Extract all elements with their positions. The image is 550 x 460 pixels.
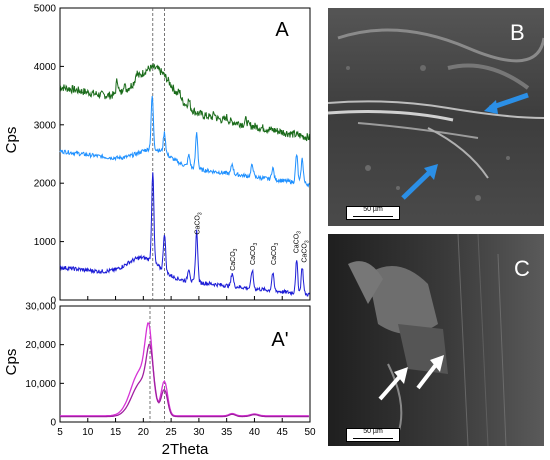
panel-a-y-axis-label: Cps bbox=[3, 127, 20, 154]
panel-a-y-ticks: 0 1000 2000 3000 4000 5000 bbox=[34, 4, 64, 307]
y-tick-label: 20,000 bbox=[25, 340, 56, 351]
panel-a-prime-y-axis-label: Cps bbox=[3, 349, 20, 376]
x-tick-label: 25 bbox=[166, 427, 178, 438]
y-tick-label: 3000 bbox=[34, 120, 57, 131]
photo-b-letter: B bbox=[510, 20, 525, 45]
scale-bar-c-text: 50 µm bbox=[363, 428, 383, 435]
y-tick-label: 10,000 bbox=[25, 379, 56, 390]
series-line-1 bbox=[60, 322, 309, 417]
y-tick-label: 0 bbox=[50, 418, 56, 429]
annotation-label: CaCO3 bbox=[301, 240, 310, 262]
annotation-label: CaCO3 bbox=[271, 243, 280, 265]
x-tick-label: 50 bbox=[304, 427, 316, 438]
y-tick-label: 0 bbox=[50, 296, 56, 307]
x-tick-label: 10 bbox=[82, 427, 94, 438]
panel-a-prime-y-ticks: 0 10,000 20,000 30,000 bbox=[25, 302, 64, 429]
sem-texture-c bbox=[328, 234, 544, 446]
y-tick-label: 4000 bbox=[34, 62, 57, 73]
scale-bar-c: 50 µm bbox=[346, 428, 400, 442]
panel-a-prime-x-axis-label: 2Theta bbox=[162, 441, 209, 458]
annotation-label: CaCO3 bbox=[294, 231, 303, 253]
x-tick-label: 15 bbox=[110, 427, 122, 438]
x-tick-label: 45 bbox=[277, 427, 289, 438]
arrow-c-left bbox=[378, 372, 404, 401]
arrow-c-right bbox=[416, 360, 440, 390]
panel-a-series bbox=[59, 62, 310, 297]
y-tick-label: 2000 bbox=[34, 179, 57, 190]
arrow-b-lower bbox=[401, 169, 433, 200]
y-tick-label: 5000 bbox=[34, 4, 57, 15]
panel-a-prime-x-ticks: 5 10 15 20 25 30 35 40 45 50 bbox=[57, 418, 316, 438]
x-tick-label: 20 bbox=[138, 427, 150, 438]
sem-image-b: B 50 µm bbox=[328, 8, 544, 226]
panel-a-prime-frame bbox=[59, 305, 311, 423]
x-tick-label: 35 bbox=[221, 427, 233, 438]
sem-image-c: C 50 µm bbox=[328, 234, 544, 446]
annotation-label: CaCO3 bbox=[195, 212, 204, 234]
scale-bar-b: 50 µm bbox=[346, 206, 400, 220]
series-line-1 bbox=[59, 62, 310, 142]
photo-c-letter: C bbox=[514, 256, 530, 281]
x-tick-label: 40 bbox=[249, 427, 261, 438]
x-tick-label: 30 bbox=[193, 427, 205, 438]
panel-a-x-ticks bbox=[59, 296, 311, 300]
panel-a-prime-series bbox=[60, 322, 309, 418]
series-line-3 bbox=[59, 172, 310, 297]
panel-a-reference-lines bbox=[152, 8, 165, 300]
annotation-label: CaCO3 bbox=[250, 243, 259, 265]
annotation-label: CaCO3 bbox=[230, 248, 239, 270]
series-line-2 bbox=[59, 96, 310, 188]
panel-a-letter: A bbox=[275, 19, 289, 41]
y-tick-label: 1000 bbox=[34, 237, 57, 248]
series-line-2 bbox=[60, 343, 309, 418]
panel-a-prime-letter: A' bbox=[271, 329, 288, 351]
sem-texture-b bbox=[328, 8, 544, 226]
x-tick-label: 5 bbox=[57, 427, 63, 438]
panel-a-frame bbox=[59, 7, 311, 301]
y-tick-label: 30,000 bbox=[25, 302, 56, 313]
panel-a-prime-reference-lines bbox=[149, 306, 165, 422]
scale-bar-b-text: 50 µm bbox=[363, 206, 383, 213]
